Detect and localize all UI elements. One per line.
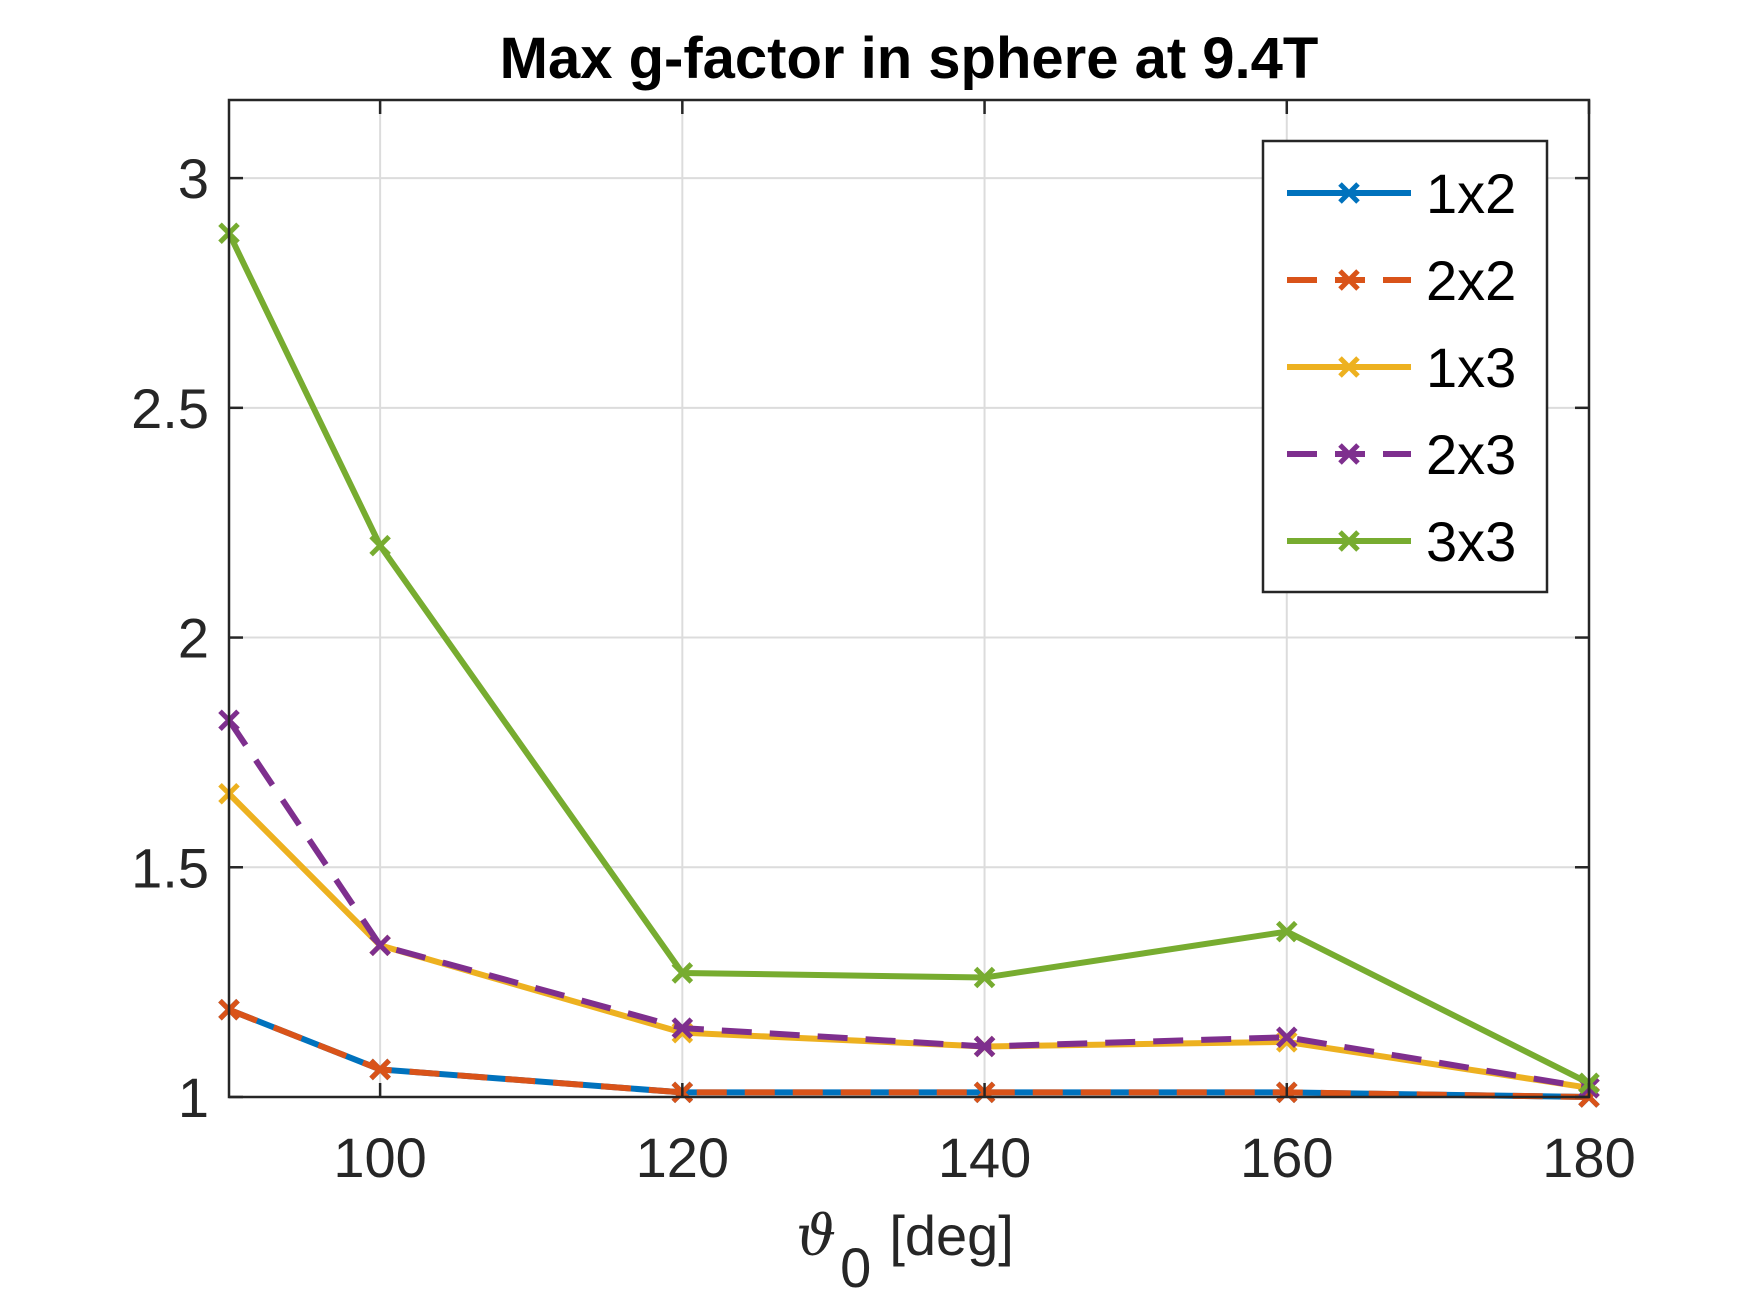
x-tick-label: 120 — [636, 1126, 729, 1189]
axis-ticks — [229, 100, 1591, 1099]
y-tick-label: 3 — [178, 147, 209, 210]
legend-item-3x3: 3x3 — [1287, 510, 1516, 573]
data-point-2x3 — [1276, 1026, 1298, 1049]
legend-label: 2x2 — [1426, 249, 1516, 312]
legend-item-2x2: 2x2 — [1287, 249, 1516, 312]
axis-tick-labels: 100 120 140 160 180 1 1.5 2 2.5 3 — [131, 147, 1636, 1189]
legend-label: 2x3 — [1426, 423, 1516, 486]
legend-item-1x2: 1x2 — [1287, 162, 1516, 225]
data-point-1x3 — [1276, 1031, 1298, 1053]
x-axis-label-symbol: ϑ — [796, 1204, 836, 1269]
y-tick-label: 2 — [178, 607, 209, 670]
x-tick-label: 100 — [333, 1126, 426, 1189]
legend-label: 1x2 — [1426, 162, 1516, 225]
x-axis-label: ϑ 0 [deg] — [796, 1204, 1014, 1299]
legend-marker — [1338, 182, 1360, 204]
legend-marker — [1338, 356, 1360, 378]
data-point-2x3 — [671, 1017, 694, 1039]
y-tick-label: 2.5 — [131, 377, 209, 440]
x-tick-label: 180 — [1542, 1126, 1635, 1189]
x-axis-label-subscript: 0 — [840, 1236, 871, 1299]
plot-area-border — [227, 98, 1591, 1099]
y-tick-label: 1 — [178, 1066, 209, 1129]
legend-item-1x3: 1x3 — [1287, 336, 1516, 399]
series-line-2x2 — [227, 1006, 1590, 1100]
data-point-2x3 — [369, 934, 391, 957]
series-line-3x3 — [226, 231, 1591, 1086]
x-tick-label: 140 — [938, 1126, 1031, 1189]
x-axis-label-unit: [deg] — [889, 1204, 1014, 1267]
data-point-2x2 — [369, 1058, 391, 1081]
y-tick-label: 1.5 — [131, 836, 209, 899]
legend-item-2x3: 2x3 — [1287, 423, 1516, 486]
legend-marker — [1338, 443, 1360, 465]
legend-label: 1x3 — [1426, 336, 1516, 399]
data-point-3x3 — [369, 534, 391, 557]
series-line-2x3 — [226, 718, 1590, 1091]
data-point-2x3 — [973, 1035, 996, 1058]
x-tick-label: 160 — [1240, 1126, 1333, 1189]
data-point-3x3 — [973, 966, 996, 989]
legend-marker — [1338, 269, 1360, 291]
legend-marker — [1338, 530, 1360, 552]
legend: 1x2 2x2 1x3 2x3 3x3 — [1261, 139, 1549, 594]
data-point-3x3 — [671, 962, 694, 984]
legend-label: 3x3 — [1426, 510, 1516, 573]
data-point-3x3 — [1276, 920, 1298, 943]
chart-title: Max g-factor in sphere at 9.4T — [500, 26, 1319, 91]
